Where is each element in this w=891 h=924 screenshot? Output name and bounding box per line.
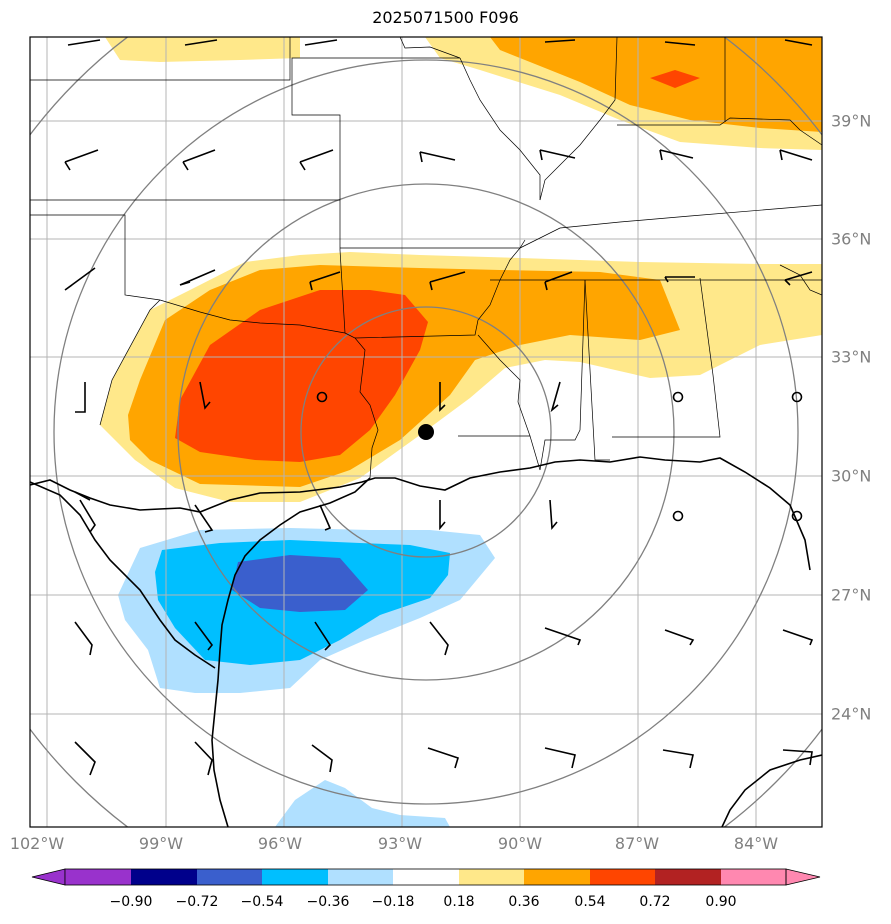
colorbar-tick-label: −0.72 bbox=[175, 894, 219, 910]
lon-label-96w: 96°W bbox=[257, 834, 303, 853]
lat-label-30n: 30°N bbox=[831, 466, 872, 486]
colorbar-tick-label: −0.36 bbox=[306, 894, 350, 910]
map-frame bbox=[29, 36, 823, 828]
lat-label-24n: 24°N bbox=[831, 704, 872, 724]
coastline bbox=[30, 456, 822, 827]
colorbar-tick-label: 0.90 bbox=[705, 894, 737, 910]
wind-barbs bbox=[64, 39, 814, 776]
negative-anomaly-light-blue-south bbox=[275, 780, 450, 827]
colorbar-tick-label: −0.18 bbox=[371, 894, 415, 910]
lon-label-93w: 93°W bbox=[377, 834, 423, 853]
lat-label-39n: 39°N bbox=[831, 111, 872, 131]
positive-anomaly-red-orange bbox=[175, 290, 428, 462]
colorbar-tick-label: 0.54 bbox=[574, 894, 606, 910]
lon-label-87w: 87°W bbox=[614, 834, 660, 853]
positive-anomaly-orange-ne bbox=[490, 37, 822, 132]
lat-label-36n: 36°N bbox=[831, 229, 872, 249]
lon-label-90w: 90°W bbox=[497, 834, 543, 853]
lon-label-84w: 84°W bbox=[733, 834, 779, 853]
lat-label-27n: 27°N bbox=[831, 585, 872, 605]
colorbar-tick-label: −0.90 bbox=[109, 894, 153, 910]
colorbar-tick-label: 0.36 bbox=[508, 894, 540, 910]
colorbar-tick-label: 0.72 bbox=[639, 894, 671, 910]
colorbar-tick-label: 0.18 bbox=[443, 894, 475, 910]
positive-anomaly-red-ne bbox=[650, 70, 700, 88]
colorbar-tick-label: −0.54 bbox=[240, 894, 284, 910]
negative-anomaly-royal-blue bbox=[232, 555, 368, 612]
lon-label-102w: 102°W bbox=[9, 834, 65, 853]
map-title: 2025071500 F096 bbox=[372, 8, 519, 27]
state-borders bbox=[30, 37, 822, 479]
graticule bbox=[30, 37, 822, 827]
calm-wind-markers bbox=[316, 391, 803, 522]
lon-label-99w: 99°W bbox=[138, 834, 184, 853]
lat-label-33n: 33°N bbox=[831, 347, 872, 367]
center-point-marker bbox=[418, 424, 434, 440]
